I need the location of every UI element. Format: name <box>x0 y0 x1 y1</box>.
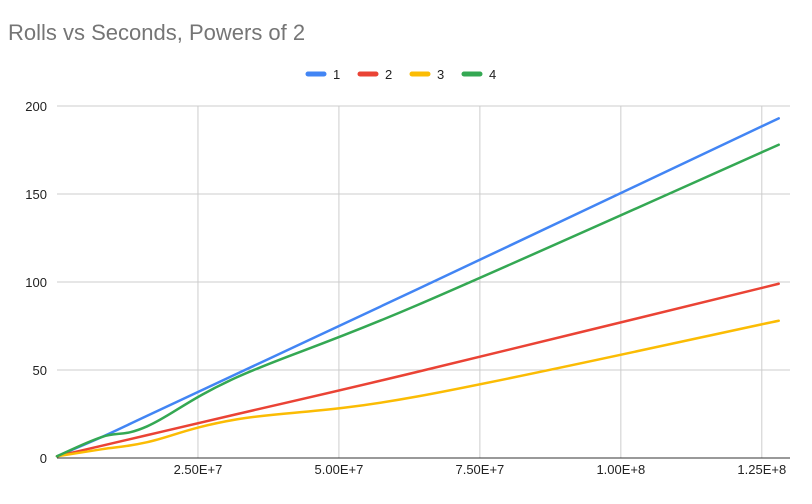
y-tick-label: 50 <box>33 363 47 378</box>
y-tick-label: 0 <box>40 451 47 466</box>
grid <box>57 105 790 458</box>
x-tick-label: 2.50E+7 <box>174 462 223 477</box>
legend-label-3: 3 <box>437 67 444 82</box>
x-tick-label: 7.50E+7 <box>455 462 504 477</box>
chart-title: Rolls vs Seconds, Powers of 2 <box>8 20 306 45</box>
y-tick-label: 200 <box>25 99 47 114</box>
x-tick-label: 1.00E+8 <box>596 462 645 477</box>
axes: 0 50 100 150 200 2.50E+7 5.00E+7 7.50E+7 1.00E+8… <box>25 99 790 477</box>
series-line-4 <box>55 143 780 458</box>
legend-label-1: 1 <box>333 67 340 82</box>
y-tick-label: 150 <box>25 187 47 202</box>
x-tick-label: 1.25E+8 <box>737 462 786 477</box>
series-line-2 <box>55 282 780 458</box>
series-line-3 <box>55 319 780 458</box>
legend: 1 2 3 4 <box>305 67 496 82</box>
x-tick-label: 5.00E+7 <box>315 462 364 477</box>
y-tick-label: 100 <box>25 275 47 290</box>
series-line-1 <box>55 117 780 458</box>
legend-label-4: 4 <box>489 67 496 82</box>
legend-label-2: 2 <box>385 67 392 82</box>
series-lines <box>55 117 780 458</box>
